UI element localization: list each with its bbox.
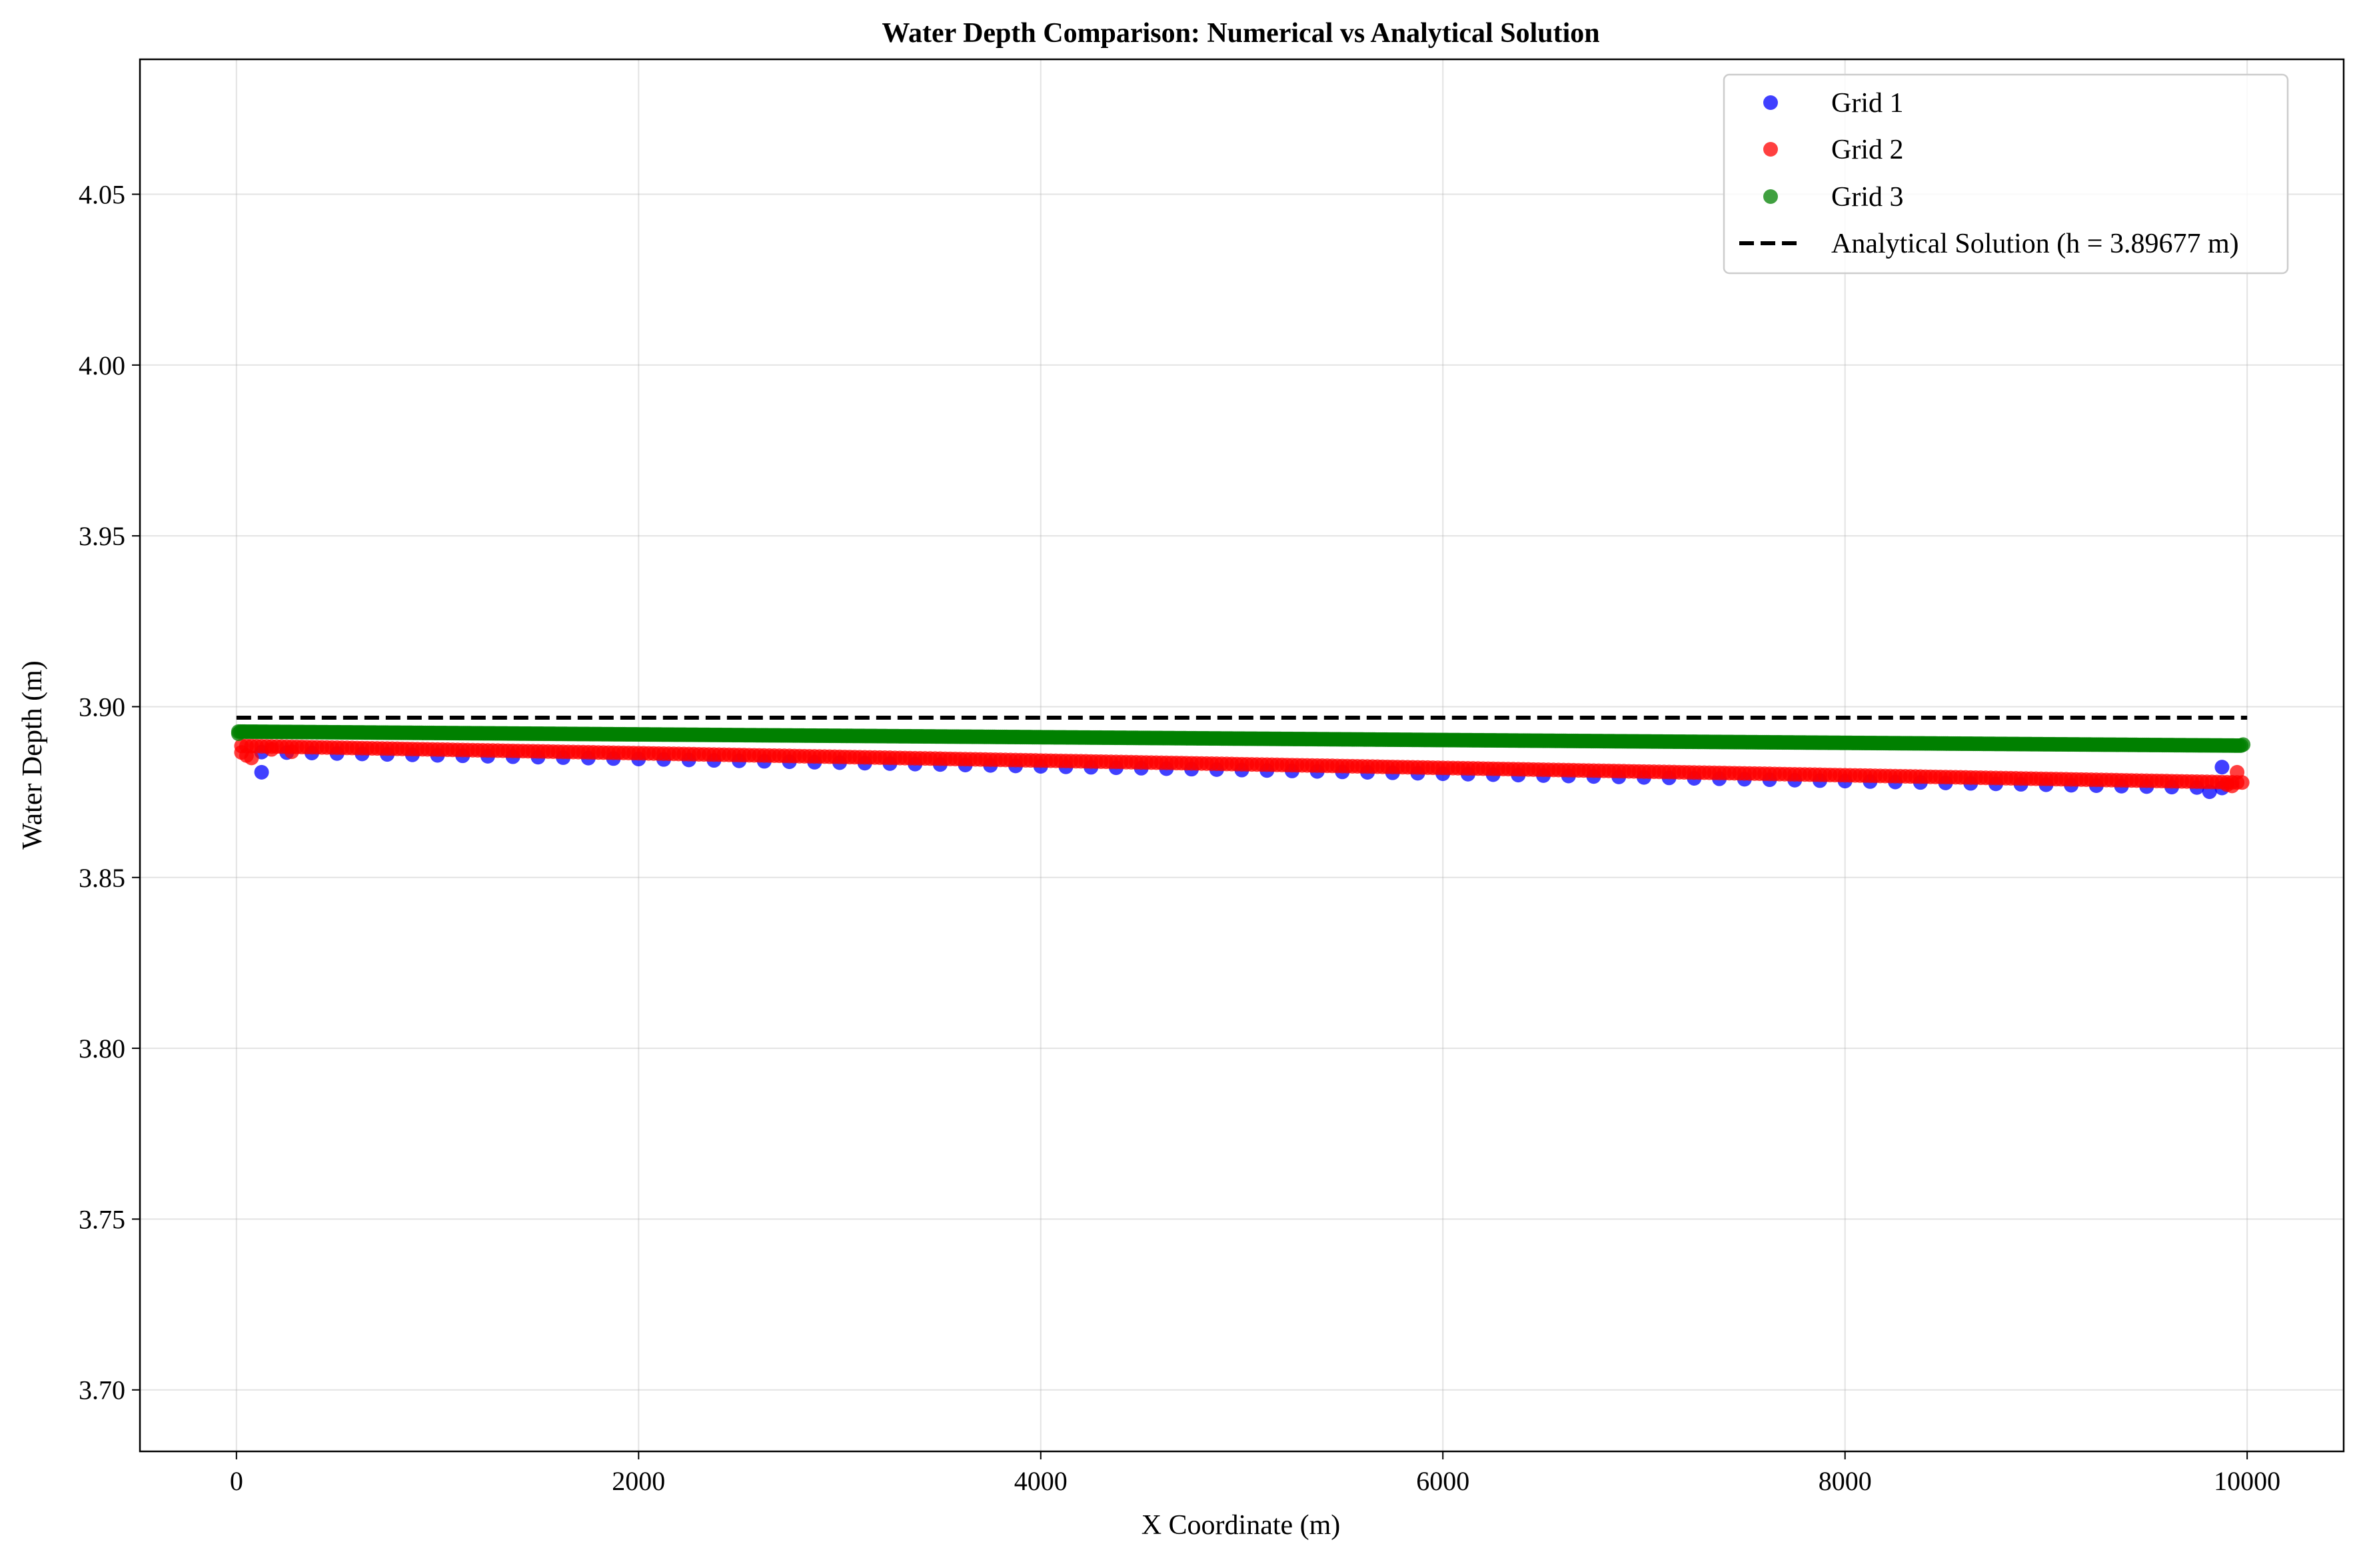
y-tick-label: 3.85: [79, 863, 125, 893]
x-tick-label: 8000: [1819, 1466, 1872, 1496]
y-tick-label: 3.70: [79, 1375, 125, 1405]
ticks-layer: 0 2000 4000 6000 8000 10000 3.70 3.75 3.80 3.85 3.…: [79, 179, 2280, 1496]
series-2: [234, 738, 2250, 794]
y-tick-label: 4.00: [79, 351, 125, 381]
series-layer: [231, 716, 2251, 800]
data-point: [2236, 737, 2251, 752]
chart-title: Water Depth Comparison: Numerical vs Ana…: [882, 18, 1599, 49]
data-point: [2224, 778, 2240, 794]
x-tick-label: 10000: [2214, 1466, 2280, 1496]
x-axis-label: X Coordinate (m): [1142, 1510, 1341, 1541]
x-tick-label: 6000: [1416, 1466, 1469, 1496]
legend: Grid 1 Grid 2 Grid 3 Analytical Solution…: [1723, 73, 2289, 275]
x-tick-label: 4000: [1014, 1466, 1068, 1496]
axes-layer: [139, 58, 2345, 1453]
legend-label-grid-3: Grid 3: [1831, 182, 1904, 213]
legend-label-analytical: Analytical Solution (h = 3.89677 m): [1831, 229, 2239, 259]
plot-frame: [139, 58, 2345, 1453]
x-tick-label: 2000: [612, 1466, 665, 1496]
legend-label-grid-2: Grid 2: [1831, 135, 1904, 165]
series-3: [231, 724, 2251, 753]
data-point: [2230, 764, 2245, 780]
legend-marker-grid-2: [1763, 142, 1778, 157]
legend-marker-grid-1: [1763, 95, 1778, 110]
y-tick-label: 3.95: [79, 521, 125, 551]
data-point: [231, 726, 246, 741]
x-tick-label: 0: [230, 1466, 243, 1496]
y-tick-label: 3.90: [79, 692, 125, 722]
y-tick-label: 3.80: [79, 1034, 125, 1064]
legend-marker-grid-3: [1763, 189, 1778, 204]
legend-box: [1723, 73, 2289, 275]
legend-label-grid-1: Grid 1: [1831, 88, 1904, 119]
data-point: [254, 764, 269, 780]
y-tick-label: 3.75: [79, 1204, 125, 1234]
y-axis-label: Water Depth (m): [17, 660, 48, 850]
data-point: [2214, 760, 2230, 775]
data-point: [264, 742, 279, 757]
y-tick-label: 4.05: [79, 179, 125, 209]
data-point: [284, 744, 299, 760]
data-point: [244, 750, 259, 766]
